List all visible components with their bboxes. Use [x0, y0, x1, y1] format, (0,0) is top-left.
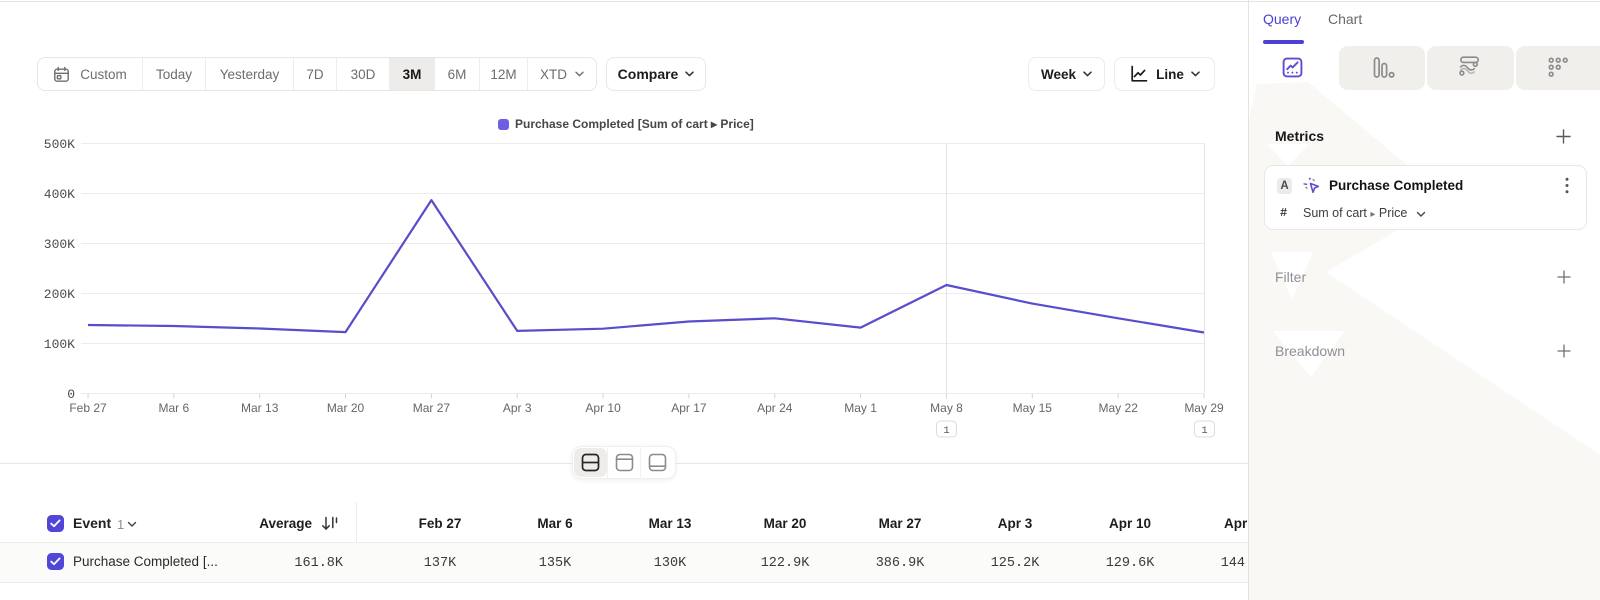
svg-text:Mar 27: Mar 27	[413, 401, 451, 415]
svg-text:May 15: May 15	[1013, 401, 1053, 415]
svg-text:May 8: May 8	[930, 401, 963, 415]
svg-text:May 22: May 22	[1099, 401, 1139, 415]
svg-text:400K: 400K	[44, 187, 75, 202]
svg-text:1: 1	[1201, 425, 1207, 437]
svg-text:May 1: May 1	[844, 401, 877, 415]
svg-text:Apr 3: Apr 3	[503, 401, 532, 415]
svg-text:300K: 300K	[44, 237, 75, 252]
svg-text:1: 1	[943, 425, 949, 437]
svg-text:200K: 200K	[44, 287, 75, 302]
svg-text:0: 0	[67, 387, 75, 402]
svg-text:Mar 6: Mar 6	[158, 401, 189, 415]
svg-text:500K: 500K	[44, 137, 75, 152]
svg-text:Mar 20: Mar 20	[327, 401, 365, 415]
svg-text:Apr 10: Apr 10	[585, 401, 621, 415]
svg-text:Apr 24: Apr 24	[757, 401, 793, 415]
svg-text:Apr 17: Apr 17	[671, 401, 707, 415]
svg-text:100K: 100K	[44, 337, 75, 352]
svg-text:May 29: May 29	[1184, 401, 1224, 415]
svg-text:Mar 13: Mar 13	[241, 401, 279, 415]
svg-text:Feb 27: Feb 27	[69, 401, 107, 415]
